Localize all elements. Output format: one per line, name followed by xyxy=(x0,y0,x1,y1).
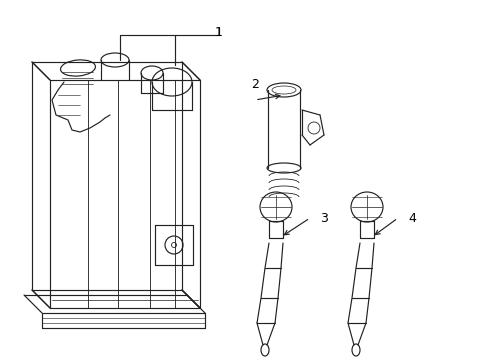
Text: 3: 3 xyxy=(319,211,327,225)
Text: 1: 1 xyxy=(215,26,223,39)
Text: 4: 4 xyxy=(407,211,415,225)
Text: 2: 2 xyxy=(250,78,259,91)
